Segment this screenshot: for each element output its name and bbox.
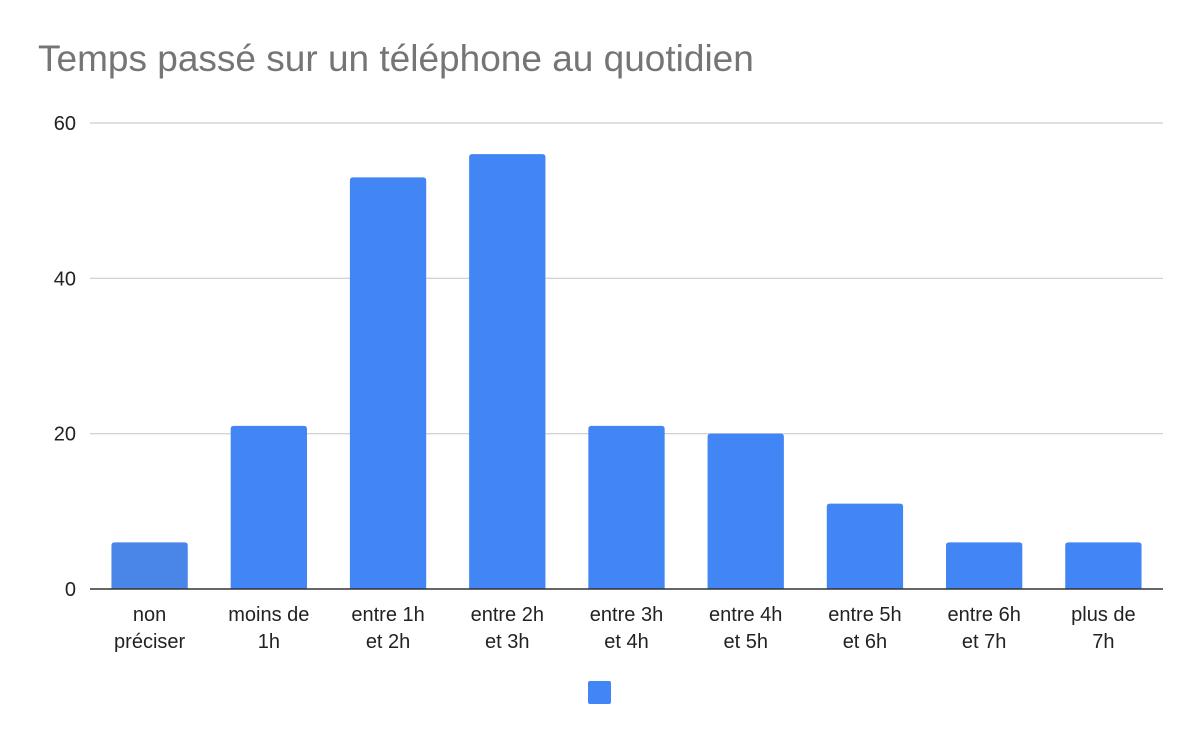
x-tick-label-line: et 5h <box>723 631 767 653</box>
x-tick-label-line: et 3h <box>485 631 529 653</box>
bar <box>707 433 784 589</box>
x-tick-label-line: préciser <box>114 631 185 653</box>
x-tick-label-line: moins de <box>228 604 309 626</box>
x-tick-label-line: et 6h <box>843 631 887 653</box>
x-tick-label-line: entre 1h <box>351 604 424 626</box>
y-tick-label: 40 <box>54 268 76 290</box>
y-axis-ticks: 0 20 40 60 <box>54 113 76 601</box>
x-tick-label: entre 2h et 3h <box>471 604 544 653</box>
x-tick-label: entre 5h et 6h <box>828 604 901 653</box>
y-tick-label: 60 <box>54 113 76 135</box>
bar <box>230 425 307 589</box>
x-tick-label-line: entre 3h <box>590 604 663 626</box>
x-tick-label-line: entre 6h <box>947 604 1020 626</box>
x-tick-label-line: entre 4h <box>709 604 782 626</box>
x-tick-label: moins de 1h <box>228 604 309 653</box>
bar <box>111 542 188 589</box>
x-tick-label-line: et 4h <box>604 631 648 653</box>
x-tick-label: plus de 7h <box>1071 604 1136 653</box>
x-tick-label: entre 4h et 5h <box>709 604 782 653</box>
legend-swatch <box>588 681 611 704</box>
y-tick-label: 0 <box>65 579 76 601</box>
x-tick-label: non préciser <box>114 604 185 653</box>
bar <box>1065 542 1142 589</box>
y-tick-label: 20 <box>54 424 76 446</box>
chart-title: Temps passé sur un téléphone au quotidie… <box>38 38 754 79</box>
x-tick-label-line: et 7h <box>962 631 1006 653</box>
legend <box>588 681 611 704</box>
x-tick-label: entre 1h et 2h <box>351 604 424 653</box>
x-tick-label-line: entre 5h <box>828 604 901 626</box>
gridlines <box>90 122 1163 435</box>
x-tick-label: entre 6h et 7h <box>947 604 1020 653</box>
x-tick-label-line: 1h <box>258 631 280 653</box>
bar <box>469 154 546 590</box>
bars <box>111 154 1142 590</box>
bar <box>946 542 1023 589</box>
x-tick-label-line: et 2h <box>366 631 410 653</box>
bar <box>349 177 427 589</box>
x-tick-label-line: plus de <box>1071 604 1136 626</box>
bar <box>826 503 904 589</box>
x-tick-label-line: 7h <box>1092 631 1114 653</box>
x-tick-label: entre 3h et 4h <box>590 604 663 653</box>
x-tick-label-line: non <box>133 604 166 626</box>
bar <box>588 425 665 589</box>
x-tick-label-line: entre 2h <box>471 604 544 626</box>
